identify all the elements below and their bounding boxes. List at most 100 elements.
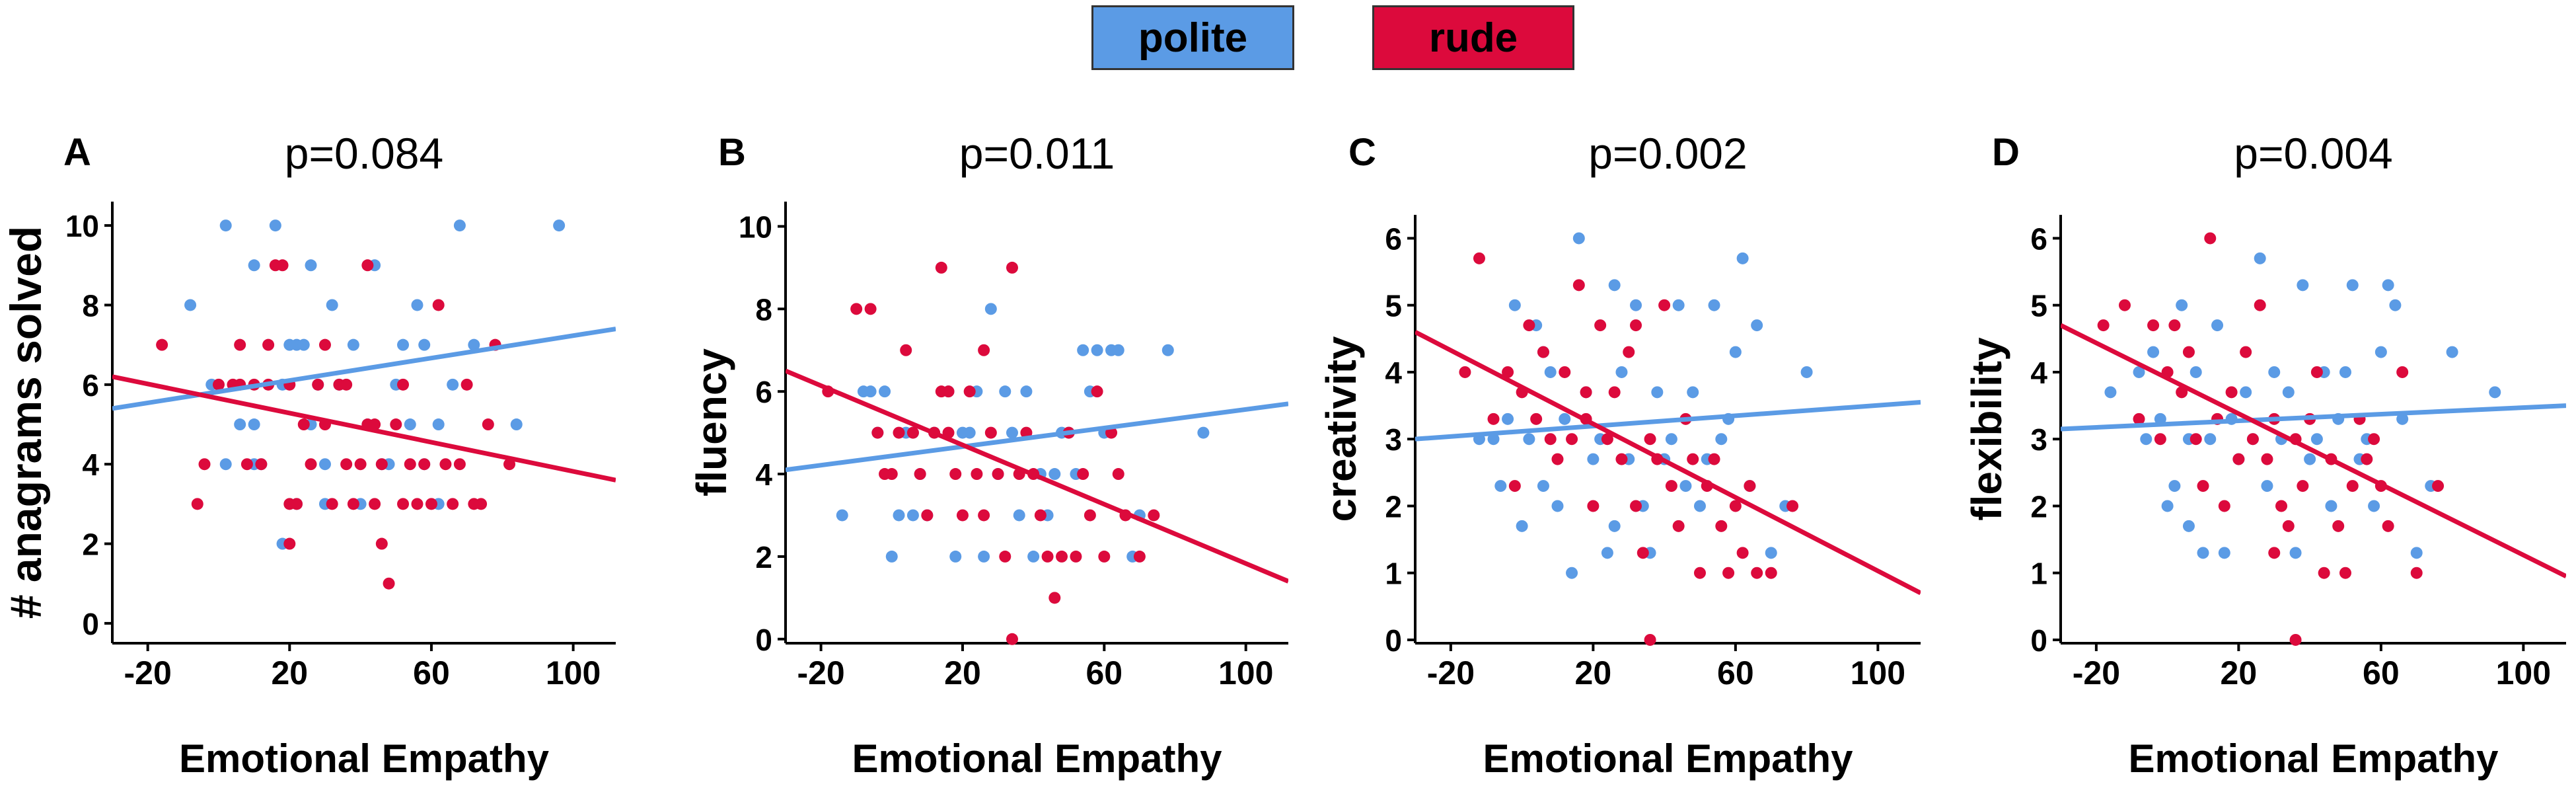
y-tick-label: 5 xyxy=(2030,289,2047,323)
point-polite xyxy=(2218,547,2230,559)
point-polite xyxy=(2310,433,2323,446)
point-rude xyxy=(942,385,955,398)
fit-line-rude xyxy=(2061,323,2566,578)
point-polite xyxy=(1708,299,1720,311)
point-polite xyxy=(2297,279,2309,292)
panel-title: p=0.004 xyxy=(2234,129,2392,178)
point-rude xyxy=(475,498,488,510)
x-tick-label: 100 xyxy=(1218,654,1273,691)
point-rude xyxy=(276,259,289,272)
y-tick-label: 0 xyxy=(755,623,772,657)
point-rude xyxy=(1594,319,1607,332)
point-rude xyxy=(2254,299,2266,311)
point-rude xyxy=(482,418,494,431)
point-polite xyxy=(1091,344,1103,356)
point-rude xyxy=(2268,547,2281,559)
x-tick-label: 20 xyxy=(944,654,981,691)
point-rude xyxy=(2225,386,2238,399)
point-polite xyxy=(2282,386,2295,399)
point-rude xyxy=(2190,433,2202,446)
point-polite xyxy=(2176,299,2188,311)
y-axis-label: # anagrams solved xyxy=(1,226,50,619)
point-polite xyxy=(2346,279,2359,292)
x-tick-label: 20 xyxy=(2221,654,2258,691)
point-rude xyxy=(2332,520,2345,532)
point-polite xyxy=(1693,500,1706,512)
point-polite xyxy=(2261,480,2273,492)
point-rude xyxy=(1544,433,1557,446)
point-polite xyxy=(1551,500,1564,512)
point-rude xyxy=(326,498,338,510)
point-polite xyxy=(2389,299,2402,311)
point-rude xyxy=(1672,520,1685,532)
point-polite xyxy=(1601,547,1613,559)
point-polite xyxy=(510,418,523,431)
point-polite xyxy=(219,458,232,471)
point-rude xyxy=(1112,468,1124,481)
x-axis-label: Emotional Empathy xyxy=(179,736,550,781)
panel-title: p=0.002 xyxy=(1588,129,1747,178)
point-rude xyxy=(234,338,246,351)
point-rude xyxy=(1644,633,1656,646)
point-rude xyxy=(397,378,410,391)
point-polite xyxy=(1006,426,1018,439)
panel-letter: C xyxy=(1348,131,1376,174)
point-rude xyxy=(1070,550,1082,563)
point-rude xyxy=(2346,480,2359,492)
point-rude xyxy=(984,426,997,439)
point-polite xyxy=(1508,299,1521,311)
point-polite xyxy=(963,426,976,439)
point-rude xyxy=(2168,319,2181,332)
point-rude xyxy=(885,468,898,481)
point-rude xyxy=(2246,433,2259,446)
point-rude xyxy=(198,458,211,471)
point-rude xyxy=(283,537,296,550)
point-polite xyxy=(999,385,1012,398)
point-polite xyxy=(2304,453,2316,465)
point-rude xyxy=(347,498,359,510)
point-rude xyxy=(850,303,863,315)
point-rude xyxy=(900,344,912,356)
panel-letter: A xyxy=(63,131,91,174)
y-tick-label: 2 xyxy=(1385,489,1402,524)
point-rude xyxy=(1077,468,1089,481)
point-rude xyxy=(2410,567,2423,579)
point-polite xyxy=(347,338,359,351)
point-rude xyxy=(2118,299,2131,311)
y-tick-label: 6 xyxy=(82,368,99,403)
y-tick-label: 4 xyxy=(1385,356,1402,390)
point-polite xyxy=(305,259,317,272)
point-rude xyxy=(1487,413,1500,425)
point-rude xyxy=(240,458,253,471)
point-rude xyxy=(1530,413,1543,425)
point-polite xyxy=(2168,480,2181,492)
point-rude xyxy=(992,468,1004,481)
point-rude xyxy=(312,378,324,391)
point-polite xyxy=(432,418,445,431)
point-rude xyxy=(411,498,423,510)
point-rude xyxy=(340,458,353,471)
fit-line-rude xyxy=(1415,330,1921,596)
point-polite xyxy=(2289,547,2302,559)
point-rude xyxy=(1751,567,1763,579)
point-rude xyxy=(1056,550,1068,563)
point-rude xyxy=(1572,279,1585,292)
point-rude xyxy=(2382,520,2394,532)
point-rude xyxy=(1034,509,1047,522)
x-tick-label: -20 xyxy=(2073,654,2120,691)
x-tick-label: 60 xyxy=(1086,654,1123,691)
point-rude xyxy=(340,378,353,391)
point-polite xyxy=(1112,344,1124,356)
point-rude xyxy=(1665,480,1677,492)
y-tick-label: 3 xyxy=(1385,422,1402,457)
point-rude xyxy=(318,338,331,351)
point-polite xyxy=(1566,567,1578,579)
y-axis-label: creativity xyxy=(1317,336,1365,522)
point-rude xyxy=(2147,319,2160,332)
x-axis-label: Emotional Empathy xyxy=(852,736,1222,781)
point-rude xyxy=(978,344,990,356)
point-rude xyxy=(255,458,268,471)
point-rude xyxy=(1508,480,1521,492)
point-rude xyxy=(1601,433,1613,446)
point-polite xyxy=(1487,433,1500,446)
